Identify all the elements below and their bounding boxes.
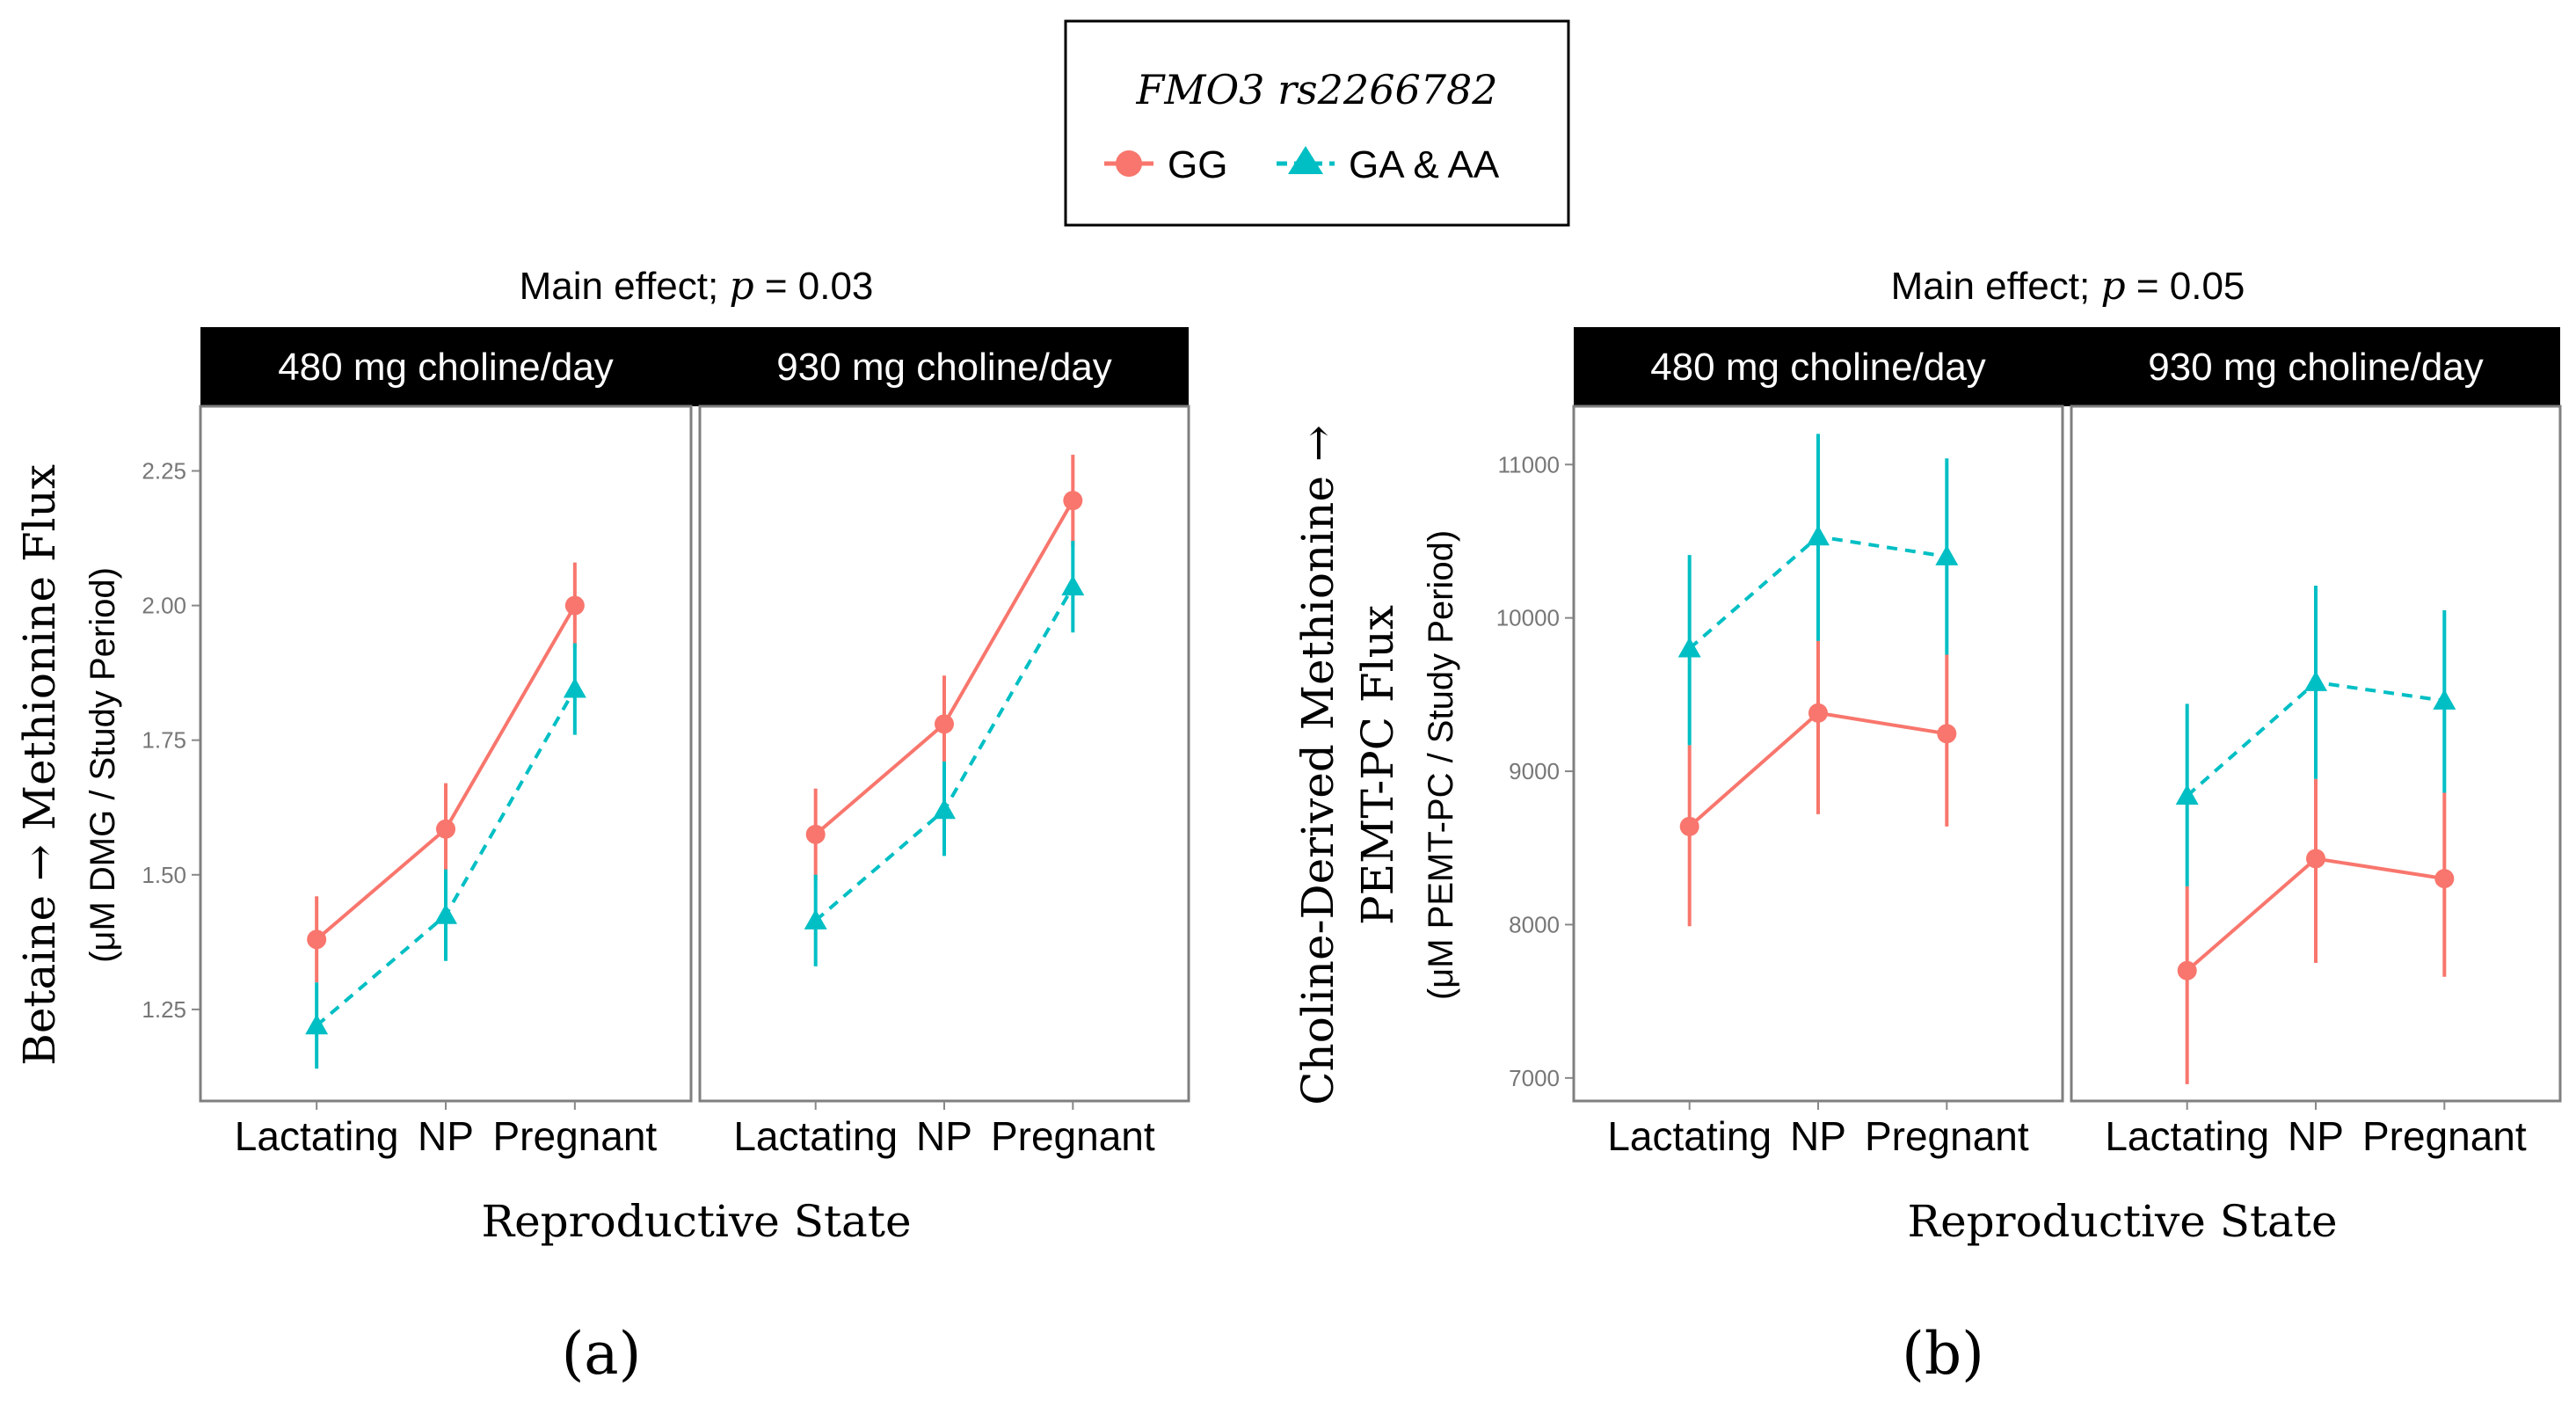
data-point-ga-aa: [1935, 544, 1959, 565]
legend-box: [1064, 19, 1570, 227]
data-point-gg: [2177, 960, 2197, 981]
facet-panel-border: [199, 405, 693, 1103]
y-axis-title: (μM PEMT-PC / Study Period): [1422, 530, 1460, 1000]
y-tick-label: 2.25: [142, 457, 186, 484]
chart-title: Main effect; p = 0.05: [1891, 264, 2245, 309]
data-point-gg: [1679, 816, 1699, 836]
y-tick-label: 2.00: [142, 593, 186, 619]
x-tick-label: Pregnant: [2362, 1113, 2527, 1159]
data-point-gg: [1063, 491, 1083, 511]
legend-gg-marker-icon: [1116, 150, 1142, 177]
y-axis-title: Choline-Derived Methionine →: [1292, 425, 1343, 1105]
y-axis-title: (μM DMG / Study Period): [84, 567, 122, 963]
data-point-ga-aa: [804, 908, 827, 929]
chart-b: Main effect; p = 0.05 480 mg choline/day 9…: [1292, 264, 2562, 1388]
data-point-ga-aa: [434, 903, 457, 924]
data-point-gg: [2434, 869, 2455, 889]
data-point-ga-aa: [305, 1014, 329, 1035]
legend-ga-aa-label: GA & AA: [1349, 143, 1500, 186]
y-axis-title: Betaine → Methionine Flux: [14, 464, 65, 1066]
y-tick-label: 7000: [1509, 1065, 1560, 1091]
y-tick-label: 9000: [1509, 758, 1560, 784]
data-point-ga-aa: [2304, 670, 2327, 691]
x-tick-label: Lactating: [235, 1113, 399, 1159]
x-tick-label: NP: [916, 1113, 972, 1159]
data-point-gg: [564, 595, 585, 616]
data-point-gg: [805, 824, 826, 844]
x-tick-label: NP: [2288, 1113, 2344, 1159]
y-tick-label: 1.75: [142, 727, 186, 754]
y-tick-label: 8000: [1509, 911, 1560, 937]
data-point-ga-aa: [2433, 689, 2456, 710]
data-point-ga-aa: [1677, 637, 1701, 658]
facet-label: 480 mg choline/day: [278, 346, 614, 389]
x-axis-title: Reproductive State: [1907, 1196, 2337, 1247]
data-point-ga-aa: [1061, 575, 1085, 596]
legend-ga-aa-marker-icon: [1288, 146, 1323, 174]
data-point-gg: [1937, 724, 1957, 744]
legend-title: FMO3 rs2266782: [1135, 66, 1497, 113]
y-tick-label: 1.25: [142, 996, 186, 1023]
y-tick-label: 1.50: [142, 862, 186, 888]
legend-gg-label: GG: [1168, 143, 1227, 186]
legend-entry-gg: GG: [1104, 143, 1227, 186]
data-point-gg: [1808, 703, 1828, 723]
data-point-gg: [307, 929, 327, 950]
x-tick-label: NP: [1790, 1113, 1846, 1159]
x-axis-title: Reproductive State: [481, 1196, 911, 1247]
x-tick-label: Pregnant: [1865, 1113, 2029, 1159]
facet-strip: [1574, 327, 2560, 406]
y-tick-label: 11000: [1498, 451, 1560, 478]
y-tick-label: 10000: [1496, 605, 1560, 631]
legend-entry-ga-aa: GA & AA: [1277, 143, 1500, 186]
x-tick-label: Pregnant: [991, 1113, 1155, 1159]
data-point-ga-aa: [2175, 784, 2199, 805]
data-point-gg: [436, 819, 455, 839]
x-tick-label: Lactating: [1607, 1113, 1772, 1159]
facet-label: 930 mg choline/day: [2148, 346, 2484, 389]
facet-label: 480 mg choline/day: [1650, 346, 1986, 389]
x-tick-label: Lactating: [733, 1113, 898, 1159]
x-tick-label: Lactating: [2105, 1113, 2269, 1159]
panel-label: (b): [1902, 1320, 1984, 1388]
legend: FMO3 rs2266782 GG GA & AA: [1064, 19, 1570, 227]
chart-title: Main effect; p = 0.03: [520, 264, 874, 309]
x-tick-label: NP: [418, 1113, 474, 1159]
data-point-ga-aa: [933, 798, 956, 820]
chart-a: Main effect; p = 0.03 480 mg choline/day 9…: [14, 264, 1190, 1388]
y-axis-title: PEMT-PC Flux: [1352, 605, 1403, 925]
data-point-ga-aa: [563, 677, 586, 698]
data-point-ga-aa: [1807, 525, 1830, 546]
data-point-gg: [935, 714, 954, 734]
facet-strip: [200, 327, 1189, 406]
facet-label: 930 mg choline/day: [776, 346, 1112, 389]
x-tick-label: Pregnant: [492, 1113, 657, 1159]
data-point-gg: [2306, 849, 2325, 869]
panel-label: (a): [562, 1320, 642, 1388]
